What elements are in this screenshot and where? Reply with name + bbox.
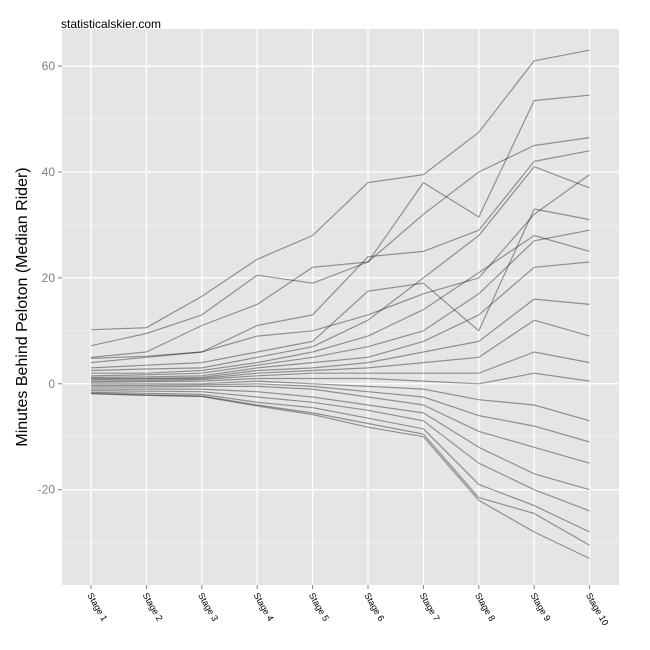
series-line-14: [90, 372, 590, 385]
series-line-4: [90, 150, 590, 364]
series-line-13: [90, 351, 590, 382]
series-line-1: [90, 49, 590, 331]
y-axis-ticks: -20 0 20 40 60: [38, 59, 62, 497]
x-axis-ticks: Stage 1 Stage 2 Stage 3 Stage 4 Stage 5 Stage…: [85, 585, 611, 627]
x-tick-label: Stage 10: [584, 591, 611, 627]
series-line-19: [90, 390, 590, 512]
x-tick-label: Stage 8: [473, 591, 497, 623]
series-line-5: [90, 174, 590, 359]
x-tick-label: Stage 4: [251, 591, 275, 623]
x-tick-label: Stage 9: [528, 591, 552, 623]
series-line-18: [91, 388, 590, 491]
series-line-17: [91, 385, 590, 464]
grid-lines: [62, 29, 619, 585]
x-tick-label: Stage 5: [307, 591, 331, 623]
y-tick-label: 60: [42, 59, 56, 73]
series-line-11: [91, 298, 590, 380]
x-tick-label: Stage 7: [418, 591, 442, 623]
series-line-20: [90, 391, 590, 533]
series-line-21: [90, 392, 590, 546]
series-line-15: [91, 380, 590, 422]
y-tick-label: 20: [42, 271, 56, 285]
x-tick-label: Stage 2: [141, 591, 165, 623]
series-line-8: [91, 234, 590, 374]
x-tick-label: Stage 6: [362, 591, 386, 623]
series-lines: [90, 49, 590, 560]
y-tick-label: 40: [42, 165, 56, 179]
series-line-10: [90, 261, 590, 378]
series-line-6: [90, 208, 590, 369]
series-line-16: [91, 383, 590, 443]
series-line-3: [90, 137, 590, 358]
series-line-2: [90, 94, 590, 347]
series-line-22: [90, 393, 590, 560]
y-axis-label: Minutes Behind Peloton (Median Rider): [14, 167, 31, 446]
x-tick-label: Stage 1: [85, 591, 109, 623]
watermark-text: statisticalskier.com: [61, 17, 161, 31]
series-line-7: [90, 166, 590, 372]
series-line-12: [90, 319, 590, 381]
x-tick-label: Stage 3: [196, 591, 220, 623]
plot-panel: [62, 29, 619, 585]
y-tick-label: -20: [38, 483, 56, 497]
y-tick-label: 0: [48, 377, 55, 391]
series-line-9: [90, 229, 590, 377]
